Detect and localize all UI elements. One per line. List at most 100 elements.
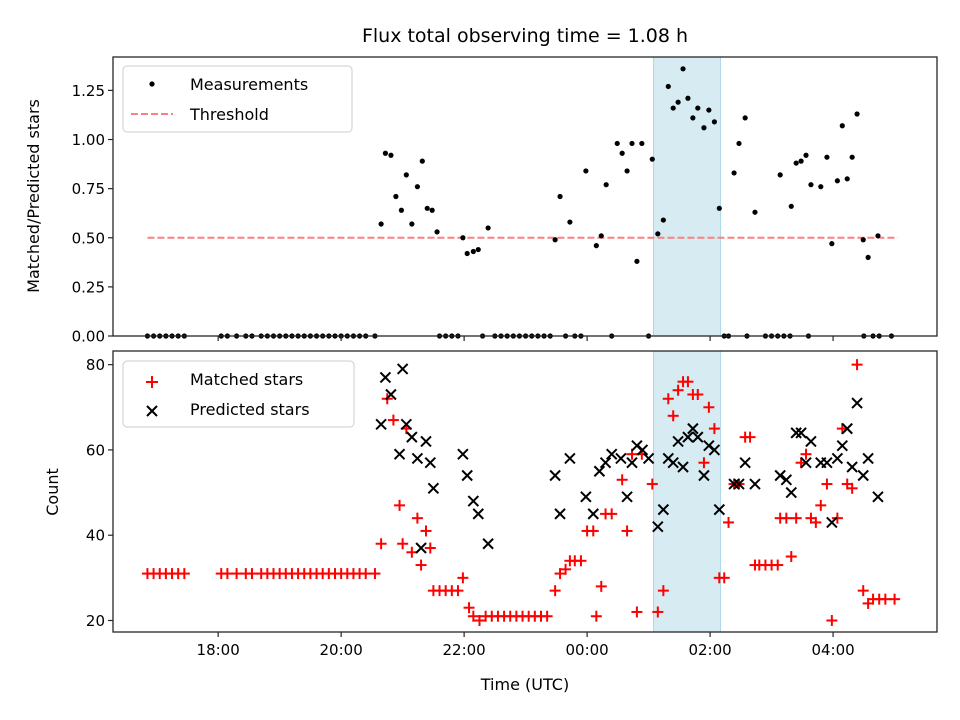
data-point-measurement (706, 107, 712, 113)
x-tick-label: 02:00 (688, 641, 731, 659)
data-point-measurement (475, 246, 481, 253)
data-point-measurement (460, 235, 466, 241)
data-point-matched (857, 585, 869, 597)
bottom-y-axis-label: Count (43, 468, 62, 516)
y-tick-label: 0.25 (72, 278, 105, 296)
data-point-matched (587, 525, 599, 537)
data-point-predicted (411, 452, 424, 465)
data-point-predicted (415, 542, 427, 554)
data-point-measurement (419, 158, 425, 164)
data-point-matched (560, 563, 572, 575)
data-point-measurement (567, 219, 573, 225)
data-point-measurement (403, 172, 409, 178)
data-point-matched (772, 559, 784, 571)
data-point-matched (631, 606, 643, 618)
data-point-matched (554, 568, 566, 580)
data-point-predicted (800, 457, 812, 469)
data-point-measurement (619, 150, 625, 156)
data-point-measurement (382, 150, 389, 156)
data-point-matched (575, 555, 587, 567)
data-point-predicted (375, 418, 387, 431)
bottom-x-ticks: 18:00 20:00 22:00 00:00 02:00 04:00 (197, 632, 855, 659)
data-point-matched (549, 585, 561, 597)
data-point-matched (387, 414, 399, 426)
data-point-measurement (593, 243, 599, 249)
data-point-matched (718, 572, 730, 584)
data-point-measurement (655, 231, 661, 237)
data-point-matched (662, 393, 674, 405)
data-point-predicted (467, 495, 480, 507)
data-point-predicted (698, 469, 710, 482)
data-point-predicted (687, 422, 699, 435)
data-point-predicted (580, 491, 592, 503)
data-point-matched (692, 388, 704, 400)
data-point-matched (682, 376, 694, 388)
data-point-measurement (398, 207, 404, 213)
data-point-predicted (587, 508, 599, 520)
data-point-matched (621, 525, 633, 537)
data-point-predicted (851, 397, 863, 409)
data-point-measurement (464, 250, 470, 257)
data-point-predicted (682, 431, 694, 443)
data-point-predicted (626, 457, 638, 469)
data-point-predicted (708, 444, 721, 456)
data-point-predicted (667, 457, 679, 469)
data-point-matched (424, 542, 436, 554)
data-point-measurement (680, 66, 686, 72)
top-legend-box (122, 65, 353, 133)
data-point-matched (360, 568, 372, 580)
data-point-measurement (839, 123, 845, 129)
data-point-predicted (406, 431, 418, 443)
data-point-predicted (790, 427, 802, 439)
data-point-matched (411, 512, 423, 524)
data-point-predicted (774, 469, 786, 482)
data-point-measurement (742, 115, 748, 121)
data-point-predicted (564, 452, 576, 465)
legend-label-predicted: Predicted stars (190, 400, 310, 419)
data-point-measurement (665, 83, 671, 90)
data-point-matched (394, 499, 406, 511)
data-point-measurement (731, 170, 737, 176)
data-point-matched (246, 568, 258, 580)
data-point-matched (790, 512, 802, 524)
y-tick-label: 0.75 (72, 180, 105, 198)
data-point-matched (178, 568, 190, 580)
data-point-predicted (841, 422, 853, 435)
data-point-matched (616, 474, 628, 486)
legend-label-threshold: Threshold (189, 105, 269, 124)
top-y-ticks: 0.00 0.25 0.50 0.75 1.00 1.25 (72, 82, 113, 346)
data-point-measurement (690, 115, 696, 121)
data-point-predicted (420, 435, 432, 448)
data-point-measurement (660, 217, 666, 223)
data-point-measurement (424, 205, 430, 211)
data-point-measurement (649, 156, 655, 162)
data-point-predicted (482, 538, 494, 550)
data-point-measurement (711, 119, 717, 125)
y-tick-label: 20 (86, 612, 105, 630)
data-point-matched (744, 431, 756, 443)
data-point-measurement (808, 182, 814, 188)
y-tick-label: 0.50 (72, 229, 105, 247)
data-point-matched (606, 508, 618, 520)
data-point-matched (467, 610, 479, 622)
data-point-predicted (461, 469, 473, 482)
data-point-measurement (844, 176, 850, 182)
data-point-predicted (780, 474, 793, 486)
data-point-matched (846, 482, 858, 494)
data-point-predicted (549, 469, 561, 482)
data-point-measurement (634, 258, 640, 264)
data-point-predicted (379, 371, 392, 384)
y-tick-label: 0.00 (72, 328, 105, 346)
data-point-measurement (829, 241, 835, 247)
data-point-measurement (429, 207, 435, 213)
x-tick-label: 20:00 (320, 641, 363, 659)
data-point-matched (375, 538, 387, 550)
data-point-predicted (396, 363, 409, 375)
legend-label-measurements: Measurements (190, 75, 308, 94)
data-point-predicted (599, 457, 612, 469)
data-point-predicted (733, 478, 745, 490)
data-point-predicted (652, 520, 664, 533)
data-point-matched (452, 585, 464, 597)
